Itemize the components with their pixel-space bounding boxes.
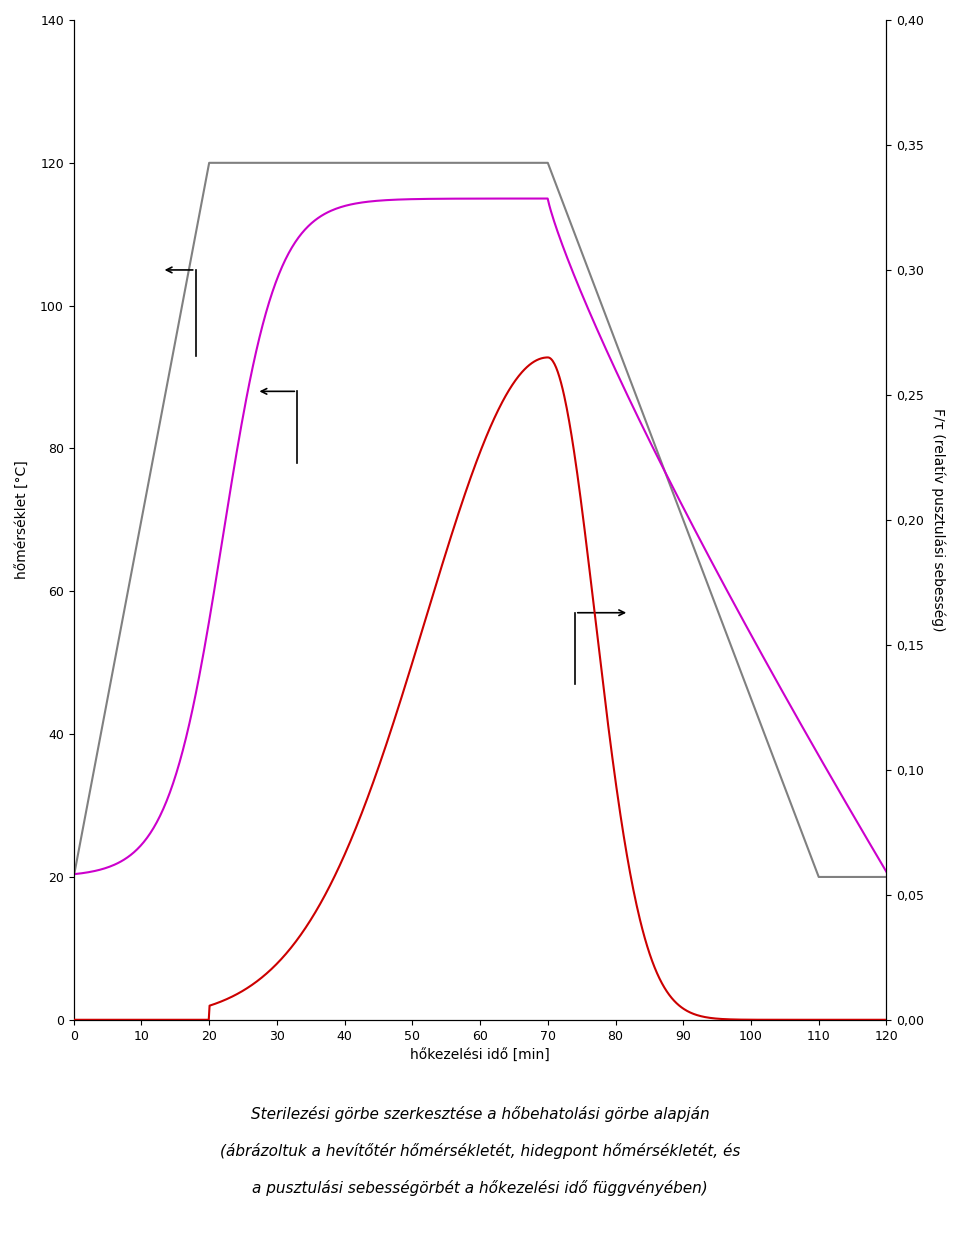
- Y-axis label: F/τ (relatív pusztulási sebesség): F/τ (relatív pusztulási sebesség): [930, 409, 945, 631]
- Text: a pusztulási sebességörbét a hőkezelési idő függvényében): a pusztulási sebességörbét a hőkezelési …: [252, 1181, 708, 1196]
- X-axis label: hőkezelési idő [min]: hőkezelési idő [min]: [410, 1049, 550, 1062]
- Text: (ábrázoltuk a hevítőtér hőmérsékletét, hidegpont hőmérsékletét, és: (ábrázoltuk a hevítőtér hőmérsékletét, h…: [220, 1144, 740, 1159]
- Text: Sterilezési görbe szerkesztése a hőbehatolási görbe alapján: Sterilezési görbe szerkesztése a hőbehat…: [251, 1107, 709, 1122]
- Y-axis label: hőmérséklet [°C]: hőmérséklet [°C]: [15, 461, 29, 579]
